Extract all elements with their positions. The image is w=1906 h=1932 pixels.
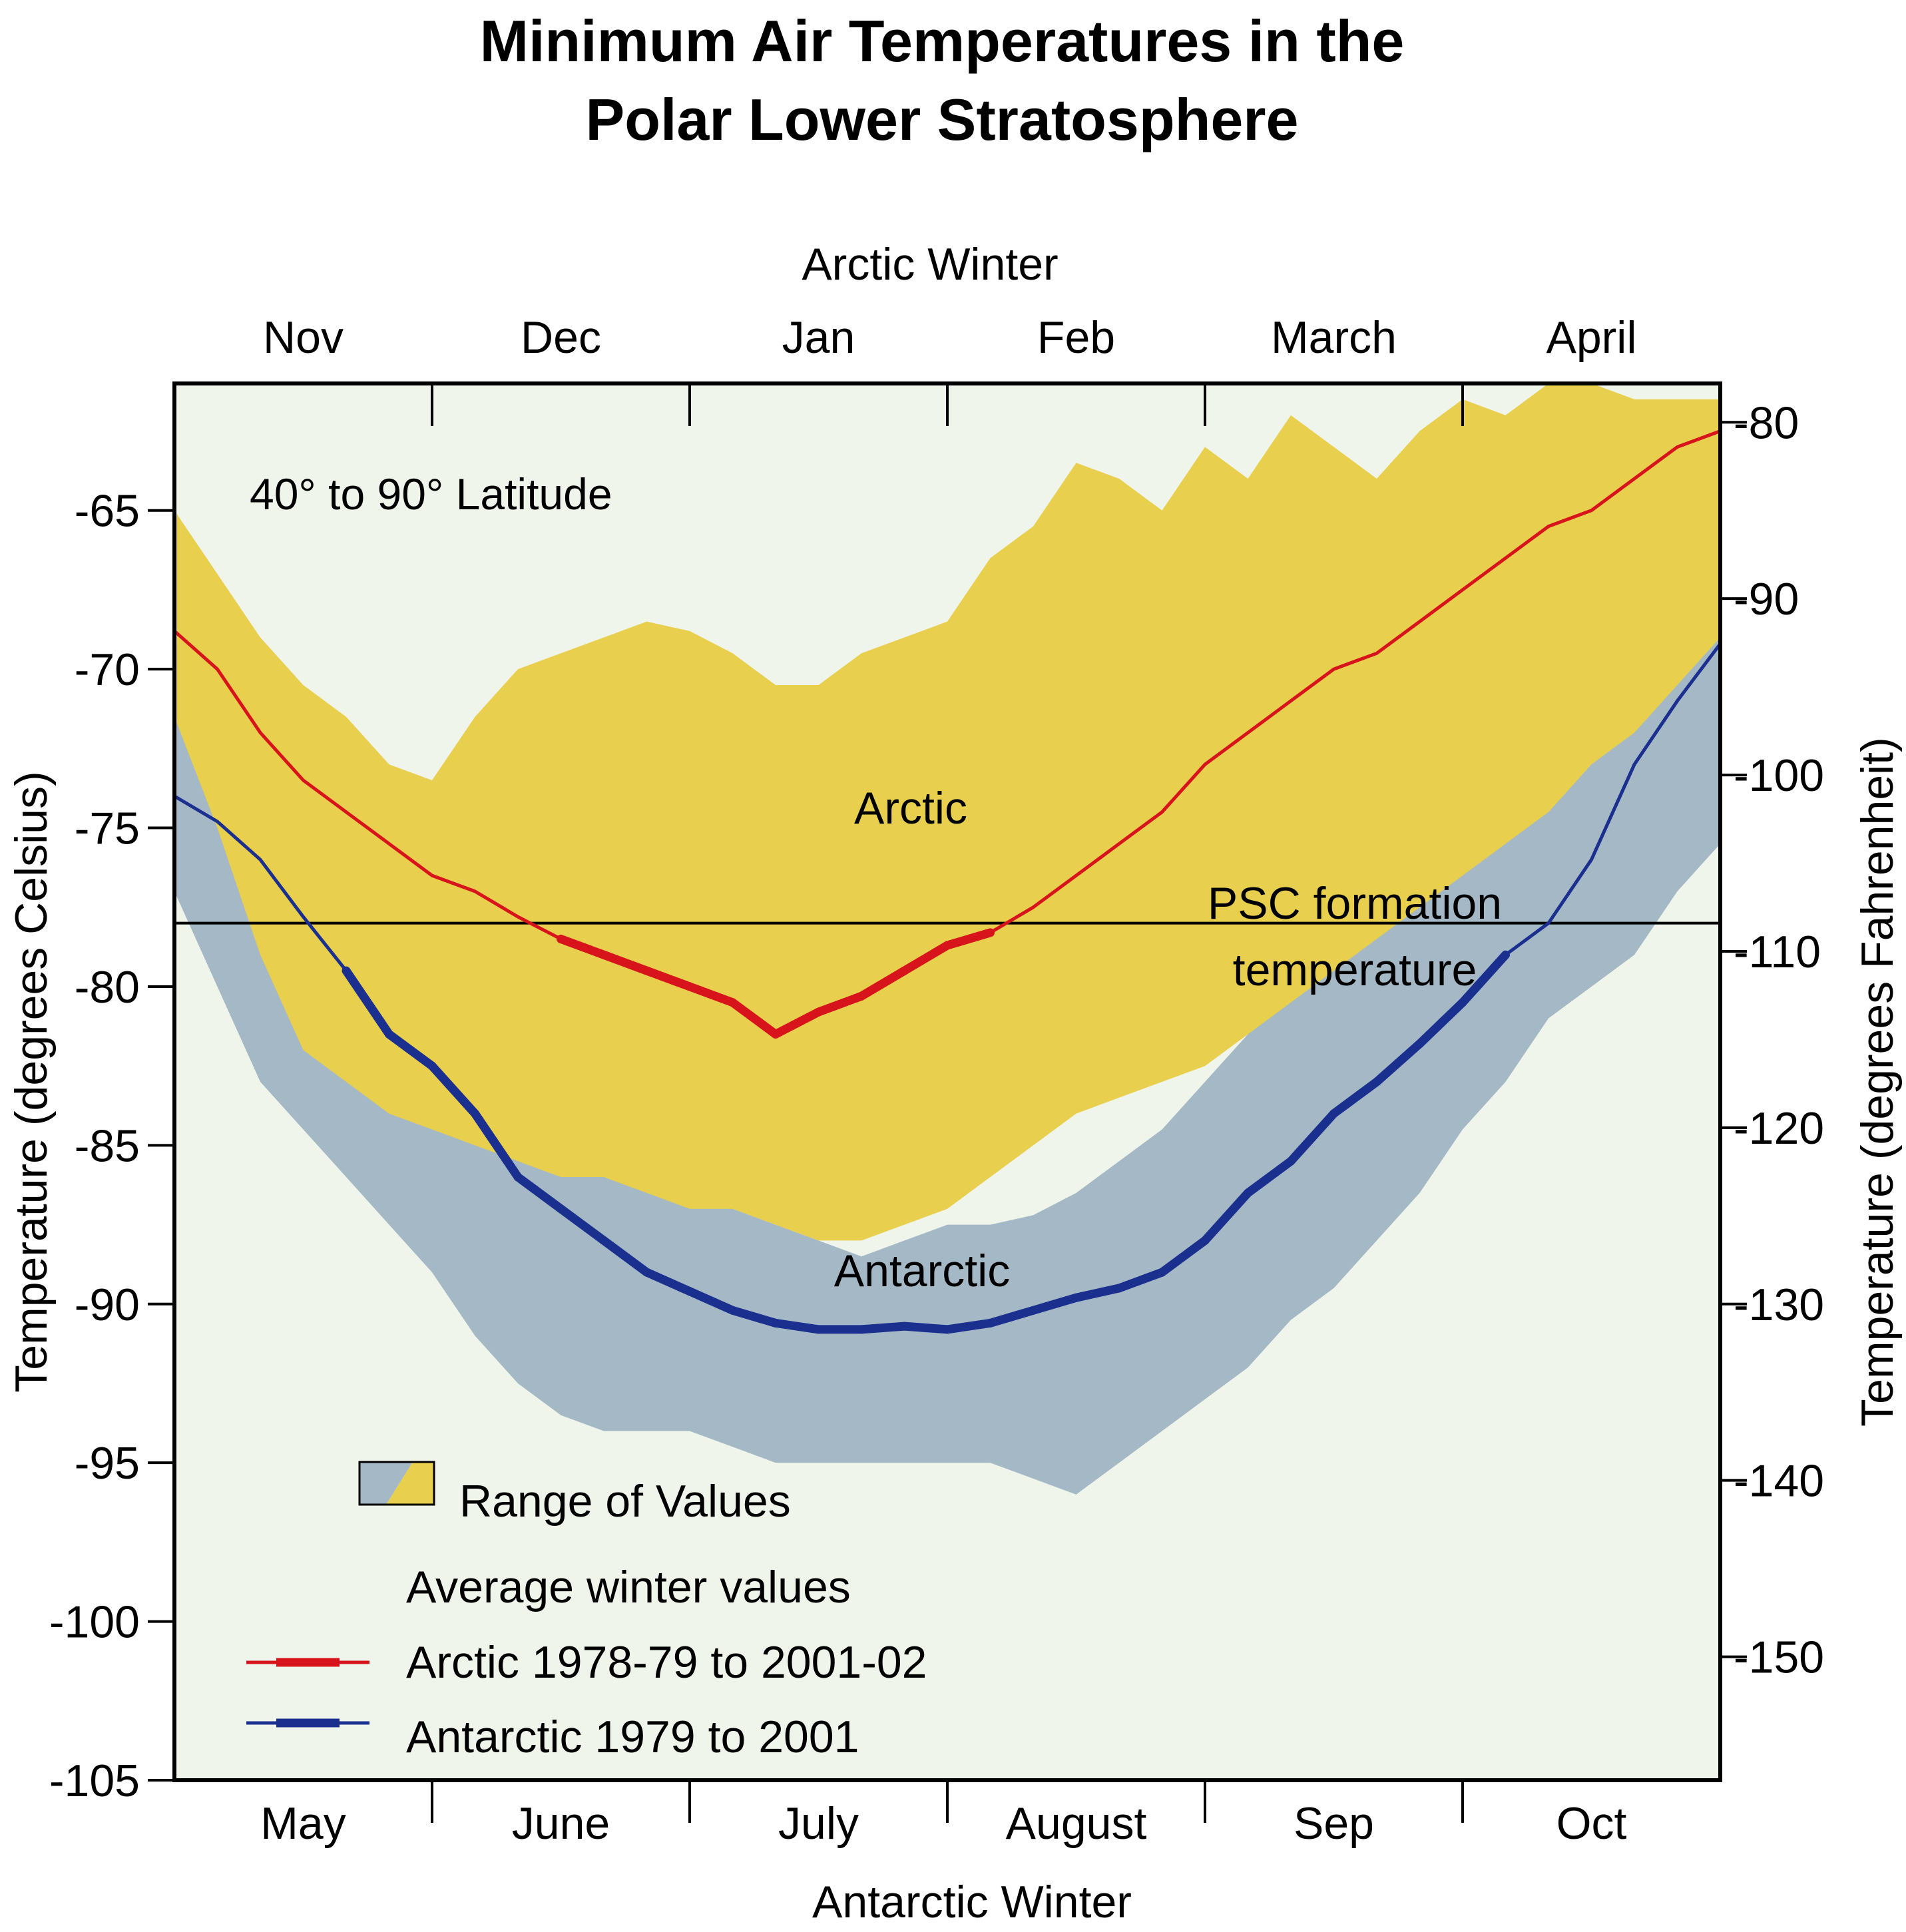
antarctic-below-psc-segment: [642, 1268, 694, 1296]
legend-range-label: Range of Values: [459, 1476, 791, 1527]
arctic-below-psc-segment: [900, 941, 952, 975]
antarctic-below-psc-segment: [427, 1061, 479, 1118]
legend-average-header: Average winter values: [406, 1562, 851, 1612]
y-left-tick-label: -100: [49, 1597, 140, 1648]
arctic-below-psc-segment: [728, 998, 780, 1039]
antarctic-below-psc-segment: [1458, 950, 1510, 1007]
y-right-tick-label: -90: [1734, 574, 1799, 624]
average-lines: [173, 429, 1722, 1334]
y-right-axis-title: Temperature (degrees Fahrenheit): [1852, 737, 1903, 1427]
arctic-below-psc-segment: [599, 950, 651, 975]
y-left-tick-label: -85: [75, 1120, 140, 1171]
antarctic-below-psc-segment: [1372, 1039, 1424, 1087]
antarctic-below-psc-segment: [1114, 1268, 1166, 1293]
antarctic-below-psc-segment: [1244, 1156, 1296, 1198]
latitude-note: 40° to 90° Latitude: [250, 469, 612, 519]
antarctic-below-psc-segment: [857, 1322, 909, 1334]
chart-title-line-1: Minimum Air Temperatures in the: [480, 8, 1405, 74]
antarctic-below-psc-segment: [771, 1318, 823, 1334]
y-left-tick-label: -90: [75, 1280, 140, 1330]
chart-title-line-2: Polar Lower Stratosphere: [586, 87, 1299, 152]
antarctic-below-psc-segment: [471, 1109, 523, 1182]
antarctic-below-psc-segment: [599, 1236, 651, 1277]
y-left-tick-label: -65: [75, 486, 140, 537]
bottom-month-label: Oct: [1556, 1798, 1627, 1849]
antarctic-below-psc-segment: [1286, 1109, 1338, 1166]
arctic-below-psc-segment: [685, 982, 737, 1007]
bottom-month-label: June: [512, 1798, 610, 1849]
antarctic-below-psc-segment: [728, 1306, 780, 1328]
top-month-label: Nov: [263, 312, 344, 363]
range-areas: [174, 383, 1720, 1495]
y-left-tick-label: -105: [49, 1756, 140, 1806]
y-left-tick-label: -95: [75, 1438, 140, 1489]
legend: Range of Values Average winter values Ar…: [246, 1461, 927, 1762]
y-right-tick-label: -80: [1734, 397, 1799, 448]
y-right-tick-label: -150: [1734, 1632, 1824, 1683]
legend-antarctic-label: Antarctic 1979 to 2001: [406, 1712, 859, 1762]
antarctic-below-psc-segment: [1329, 1077, 1381, 1118]
bottom-month-labels: May June July August Sep Oct: [260, 1798, 1626, 1849]
antarctic-below-psc-segment: [986, 1306, 1038, 1328]
antarctic-below-psc-segment: [385, 1029, 437, 1071]
y-right-tick-label: -140: [1734, 1456, 1824, 1507]
y-right-tick-label: -100: [1734, 750, 1824, 801]
arctic-below-psc-segment: [557, 934, 608, 959]
top-month-label: March: [1271, 312, 1397, 363]
antarctic-below-psc-segment: [1415, 998, 1467, 1049]
bottom-month-label: July: [778, 1798, 859, 1849]
y-left-tick-label: -70: [75, 644, 140, 695]
antarctic-below-psc-segment: [1158, 1236, 1210, 1277]
top-month-label: Jan: [782, 312, 855, 363]
antarctic-below-psc-segment: [557, 1204, 608, 1245]
antarctic-below-psc-segment: [1029, 1293, 1080, 1315]
bottom-axis-title: Antarctic Winter: [812, 1877, 1132, 1927]
arctic-range-area: [174, 383, 1720, 1241]
y-left-tick-label: -75: [75, 804, 140, 854]
legend-range-swatch: [358, 1461, 435, 1506]
y-left-tick-label: -80: [75, 962, 140, 1013]
top-month-label: April: [1546, 312, 1636, 363]
top-axis-title: Arctic Winter: [802, 239, 1058, 290]
arctic-below-psc-segment: [642, 966, 694, 991]
y-right-tick-label: -120: [1734, 1103, 1824, 1154]
top-month-label: Feb: [1037, 312, 1115, 363]
top-month-label: Dec: [521, 312, 601, 363]
antarctic-below-psc-segment: [1072, 1284, 1124, 1302]
arctic-below-psc-segment: [814, 991, 866, 1017]
arctic-below-psc-segment: [771, 1007, 823, 1039]
antarctic-below-psc-segment: [900, 1322, 952, 1334]
antarctic-below-psc-segment: [513, 1172, 565, 1214]
legend-arctic-label: Arctic 1978-79 to 2001-02: [406, 1637, 927, 1688]
antarctic-below-psc-segment: [342, 966, 393, 1039]
psc-label-line-1: PSC formation: [1208, 878, 1502, 929]
psc-label-line-2: temperature: [1233, 945, 1477, 995]
antarctic-below-psc-segment: [1200, 1188, 1252, 1245]
y-right-tick-label: -110: [1734, 927, 1821, 977]
arctic-below-psc-segment: [857, 966, 909, 1001]
antarctic-range-area: [174, 526, 1720, 1495]
antarctic-below-psc-segment: [943, 1318, 995, 1334]
bottom-month-label: May: [260, 1798, 346, 1849]
top-month-labels: Nov Dec Jan Feb March April: [263, 312, 1636, 363]
antarctic-below-psc-segment: [685, 1287, 737, 1315]
y-right-ticks: -80 -90 -100 -110 -120 -130 -140 -150: [1720, 397, 1824, 1683]
antarctic-area-label: Antarctic: [834, 1246, 1011, 1296]
y-right-tick-label: -130: [1734, 1280, 1824, 1330]
y-left-ticks: -65 -70 -75 -80 -85 -90 -95 -100 -105: [49, 486, 174, 1806]
arctic-area-label: Arctic: [854, 783, 967, 834]
y-left-axis-title: Temperature (degrees Celsius): [6, 771, 57, 1393]
arctic-below-psc-segment: [943, 928, 995, 950]
month-tick-marks: [431, 383, 1464, 1823]
bottom-month-label: August: [1006, 1798, 1147, 1849]
bottom-month-label: Sep: [1294, 1798, 1374, 1849]
